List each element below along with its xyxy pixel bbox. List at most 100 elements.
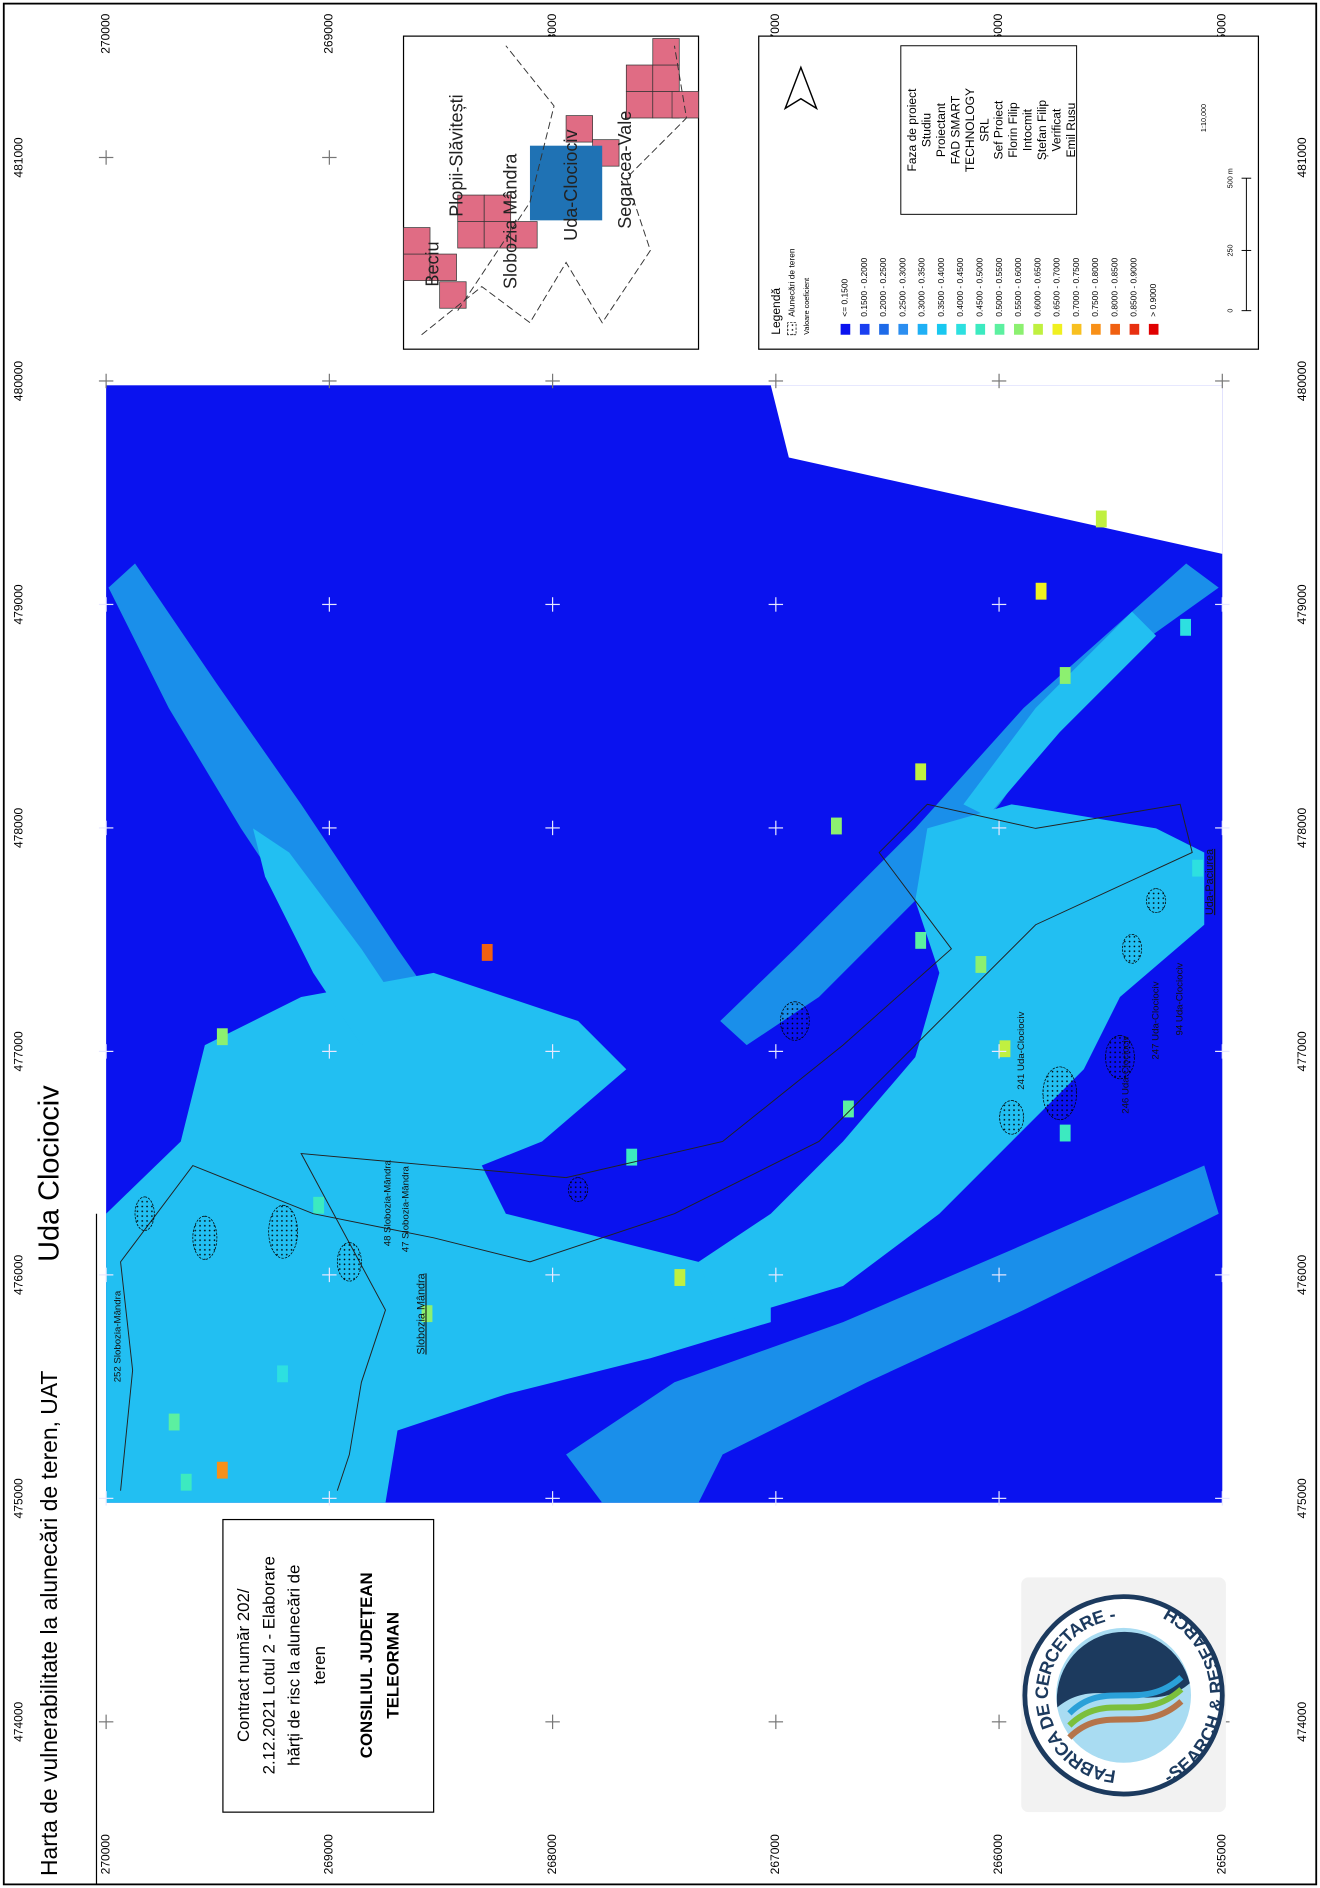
easting-label: 479000 — [1295, 584, 1309, 624]
inset-cell — [652, 38, 680, 66]
northing-label: 268000 — [545, 1834, 559, 1874]
legend-label: 0.4000 - 0.4500 — [955, 257, 965, 316]
northing-label: 267000 — [768, 1834, 782, 1874]
legend-swatch — [1013, 323, 1024, 335]
inset-label: Uda-Clociociv — [561, 129, 581, 240]
inset-label: Segarcea-Vale — [615, 111, 635, 229]
logo-wave — [1056, 1631, 1190, 1708]
easting-label: 480000 — [1295, 361, 1309, 401]
raster-cell — [830, 817, 842, 835]
project-line: Contract număr 202/ — [234, 1588, 253, 1742]
legend-layer: Alunecări de teren — [787, 248, 797, 317]
raster-cell — [999, 1040, 1011, 1058]
project-client: TELEORMAN — [383, 1612, 402, 1719]
legend-swatch — [917, 323, 928, 335]
easting-label: 476000 — [12, 1255, 26, 1295]
inset-uat — [529, 145, 603, 221]
legend-swatch — [956, 323, 966, 335]
legend-swatch — [898, 323, 909, 335]
raster-cell — [1180, 618, 1191, 636]
nodata-area — [770, 385, 1223, 554]
credit-line: Florin Filip — [1006, 102, 1020, 158]
legend-swatch — [1071, 323, 1082, 335]
inset-cell — [510, 221, 538, 249]
raster-zone — [253, 828, 410, 1046]
easting-label: 474000 — [12, 1701, 26, 1741]
legend-label: 0.2500 - 0.3000 — [897, 257, 907, 316]
easting-label: 479000 — [12, 584, 26, 624]
northing-label: 270000 — [98, 1834, 112, 1874]
easting-label: 474000 — [1295, 1701, 1309, 1741]
uat-boundary — [120, 803, 1193, 1491]
legend-label: 0.5000 - 0.5500 — [994, 257, 1004, 316]
easting-label: 478000 — [12, 808, 26, 848]
landslide-area — [1042, 1066, 1077, 1121]
legend-swatch — [840, 323, 851, 335]
inset-boundary — [421, 45, 688, 336]
place-label: Slobozia Mândra — [415, 1272, 427, 1354]
place-label: 47 Slobozia-Mândra — [400, 1165, 411, 1252]
raster-zone — [566, 1165, 1219, 1503]
place-label: 94 Uda-Clociociv — [1175, 963, 1186, 1036]
raster-cell — [1059, 1124, 1071, 1142]
raster-zone — [106, 972, 771, 1503]
map-uat: Uda Clociociv — [33, 1085, 65, 1262]
raster-cell — [313, 1196, 325, 1214]
legend-label: <= 0.1500 — [840, 278, 850, 316]
project-line: teren — [310, 1646, 329, 1684]
legend-label: 0.1500 - 0.2000 — [859, 257, 869, 316]
legend-label: 0.7500 - 0.8000 — [1090, 257, 1100, 316]
place-label: 246 Uda-Clociociv — [1121, 1035, 1132, 1113]
map-title: Harta de vulnerabilitate la alunecări de… — [36, 1371, 62, 1876]
legend-label: 0.7000 - 0.7500 — [1071, 257, 1081, 316]
legend-label: 0.6000 - 0.6500 — [1032, 257, 1042, 316]
raster-cell — [843, 1100, 854, 1118]
landslide-area — [780, 1001, 810, 1041]
inset-label: Slobozia Mândra — [501, 153, 521, 289]
easting-label: 481000 — [1295, 137, 1309, 177]
legend-swatch — [859, 323, 870, 335]
legend-swatch — [1148, 323, 1159, 335]
legend-swatch — [879, 323, 889, 335]
legend-swatch — [1110, 323, 1120, 335]
inset-label: Plopii-Slăvitești — [446, 94, 466, 216]
place-label: 241 Uda-Clociociv — [1016, 1011, 1027, 1089]
place-label: 247 Uda-Clociociv — [1151, 981, 1162, 1059]
legend-label: 0.2000 - 0.2500 — [878, 257, 888, 316]
easting-label: 480000 — [12, 361, 26, 401]
legend-label: 0.8000 - 0.8500 — [1109, 257, 1119, 316]
logo-stripe — [1067, 1699, 1184, 1740]
credit-line: Ștefan Filip — [1035, 100, 1049, 160]
legend-label: 0.4500 - 0.5000 — [975, 257, 985, 316]
easting-label: 476000 — [1295, 1255, 1309, 1295]
scale-label: 500 m — [1226, 168, 1235, 188]
easting-label: 481000 — [12, 137, 26, 177]
landslide-area — [134, 1196, 155, 1231]
legend-title: Legendă — [769, 288, 783, 335]
place-label: 252 Slobozia-Mândra — [113, 1290, 124, 1382]
inset-label: Beciu — [422, 241, 442, 286]
credit-line: TECHNOLOGY — [963, 88, 977, 172]
inset-cell — [671, 91, 699, 119]
legend-swatch — [787, 322, 797, 336]
inset-cell — [457, 221, 485, 249]
inset-cell — [483, 194, 512, 222]
legend-subtitle: Valoare coeficient — [802, 278, 811, 335]
landslide-area — [1122, 934, 1142, 964]
legend-label: 0.6500 - 0.7000 — [1052, 257, 1062, 316]
legend-label: > 0.9000 — [1148, 283, 1158, 316]
raster-cell — [421, 1305, 433, 1323]
northing-label: 265000 — [1214, 1834, 1228, 1874]
landslide-area — [336, 1242, 362, 1282]
credit-line: Verificat — [1050, 108, 1064, 151]
inset-cell — [429, 253, 457, 281]
northing-label: 270000 — [98, 13, 112, 53]
raster-cell — [180, 1473, 192, 1491]
landslide-area — [999, 1100, 1024, 1135]
raster-cell — [481, 944, 493, 961]
legend-swatch — [975, 323, 986, 335]
north-arrow — [783, 65, 818, 111]
